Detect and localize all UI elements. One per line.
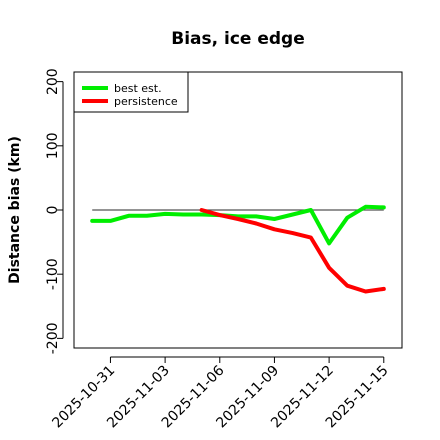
y-tick-label: -100 [45,258,61,290]
y-axis-label: Distance bias (km) [7,136,23,284]
series-layer [90,204,386,294]
y-tick-label: 200 [45,68,61,95]
legend-label-persistence: persistence [114,95,178,108]
y-tick-label: -200 [45,322,61,354]
legend: best est. persistence [73,71,189,113]
y-axis: -200 -100 0 100 200 [45,68,64,354]
y-tick-label: 0 [45,206,61,215]
legend-box [73,71,189,113]
x-axis: 2025-10-312025-11-032025-11-062025-11-09… [49,356,392,431]
plot-frame [73,71,403,349]
chart-title: Bias, ice edge [171,29,305,49]
y-tick-label: 100 [45,132,61,159]
series-line-best-est [90,204,386,246]
series-line-persistence [199,208,386,294]
legend-label-best-est: best est. [114,82,162,95]
